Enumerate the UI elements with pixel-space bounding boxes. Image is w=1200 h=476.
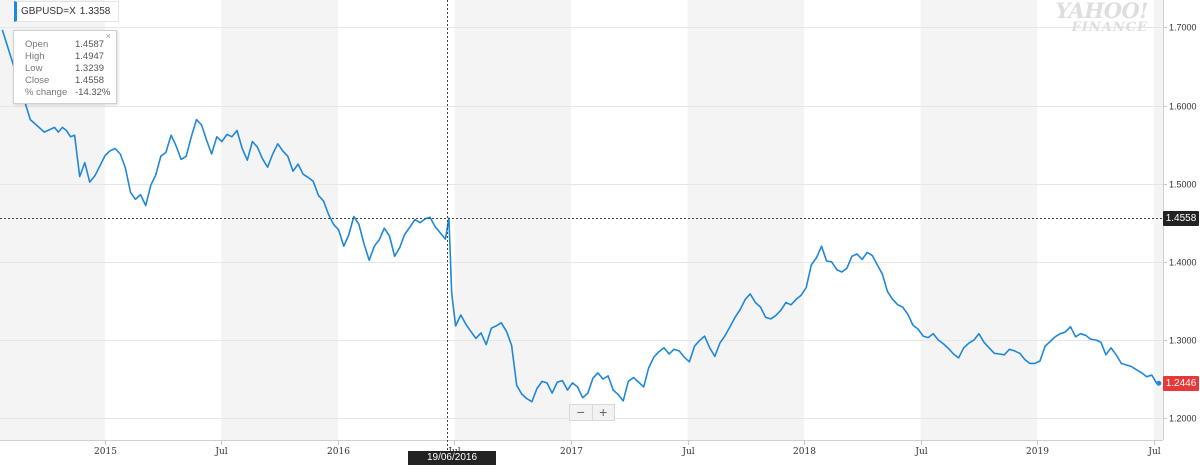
tooltip-label: High [25,51,45,62]
tooltip-row-change: % change -14.32% [25,87,111,99]
x-tick-label: 2016 [327,447,350,457]
y-tick-label: 1.4000 [1169,258,1197,268]
crosshair [0,0,1163,450]
y-tick-label: 1.2000 [1169,414,1197,424]
series-line [1,29,1159,403]
tooltip-value: 1.4587 [75,39,105,50]
period-band [454,0,572,440]
ticker-symbol: GBPUSD=X [21,6,76,17]
tooltip-row-low: Low 1.3239 [25,63,111,75]
x-tick-label: 2015 [94,447,117,457]
watermark-line-1: YAHOO! [1055,0,1148,23]
zoom-out-button[interactable]: − [576,404,585,420]
ohlc-tooltip: × Open 1.4587 High 1.4947 Low 1.3239 Clo… [13,30,117,104]
series-layer [1,29,1162,403]
x-tick-label: Jul [681,447,694,457]
last-price-label: 1.2446 [1163,376,1199,391]
last-point-marker [1156,380,1162,386]
y-tick-label: 1.6000 [1169,102,1197,112]
y-tick-label: 1.7000 [1169,23,1197,33]
tooltip-row-high: High 1.4947 [25,51,111,63]
x-tick-label: 2019 [1026,447,1049,457]
tooltip-label: % change [25,87,68,98]
crosshair-date-label: 19/06/2016 [408,451,496,465]
period-band [221,0,338,440]
x-axis-ticks: 2015Jul2016Jul2017Jul2018Jul2019Jul [94,440,1161,457]
horizontal-gridlines [0,27,1163,419]
x-tick-label: 2017 [560,447,583,457]
tooltip-label: Low [25,63,43,74]
tooltip-row-close: Close 1.4558 [25,75,111,87]
period-band [920,0,1038,440]
x-tick-label: 2018 [793,447,816,457]
ticker-legend[interactable]: GBPUSD=X 1.3358 [14,1,120,22]
period-band [687,0,805,440]
tooltip-value: -14.32% [75,87,111,98]
x-tick-label: Jul [1147,447,1160,457]
ticker-value: 1.3358 [79,6,111,17]
y-axis-ticks: 1.2000 1.3000 1.4000 1.5000 1.6000 1.7000 [1163,23,1197,424]
y-tick-label: 1.3000 [1169,336,1197,346]
tooltip-label: Open [25,39,49,50]
zoom-controls: − + [569,404,615,421]
zoom-in-button[interactable]: + [599,404,608,420]
tooltip-value: 1.4558 [75,75,105,86]
tooltip-label: Close [25,75,50,86]
watermark-line-2: FINANCE [1071,20,1148,35]
yahoo-finance-watermark: YAHOO! FINANCE [1038,0,1148,34]
crosshair-price-label: 1.4558 [1163,210,1199,226]
tooltip-close-icon[interactable]: × [105,31,111,41]
x-tick-label: Jul [214,447,227,457]
period-band [1153,0,1163,440]
alternating-period-bands [0,0,1163,440]
tooltip-value: 1.3239 [75,63,105,74]
y-tick-label: 1.5000 [1169,180,1197,190]
zoom-divider [591,405,593,420]
tooltip-row-open: Open 1.4587 [25,39,111,51]
tooltip-value: 1.4947 [75,51,105,62]
x-tick-label: Jul [914,447,927,457]
